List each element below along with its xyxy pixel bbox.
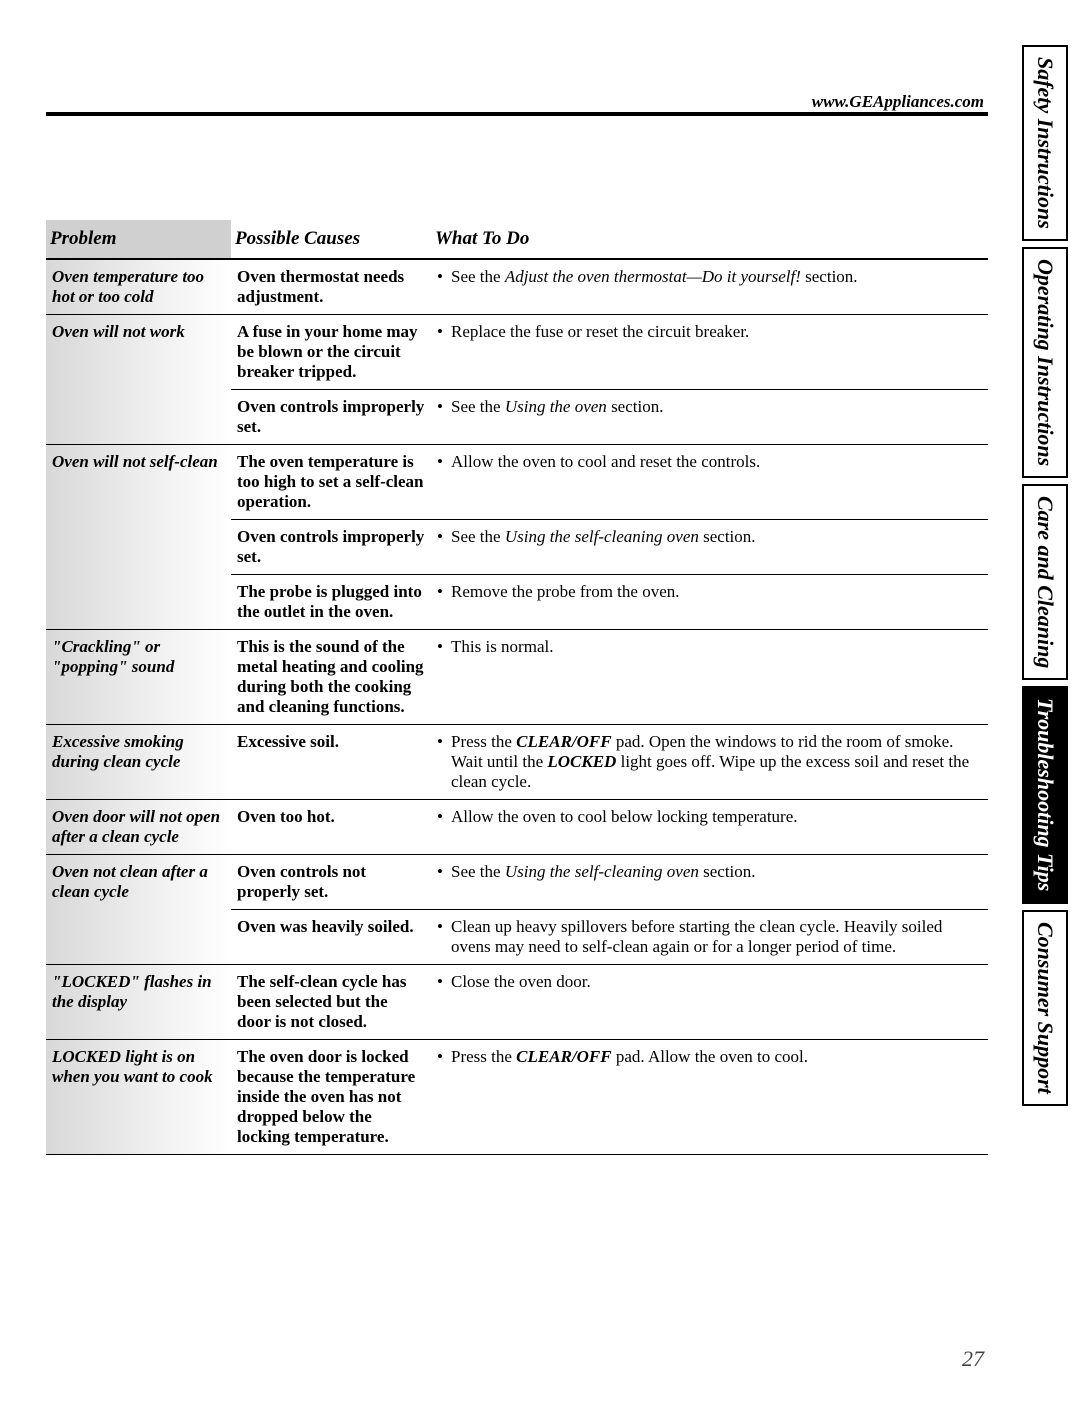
table-row: LOCKED light is on when you want to cook… <box>46 1040 988 1155</box>
table-row: "Crackling" or "popping" soundThis is th… <box>46 630 988 725</box>
todo-cell: See the Using the self-cleaning oven sec… <box>431 520 988 575</box>
problem-cell: "LOCKED" flashes in the display <box>46 965 231 1040</box>
side-tab[interactable]: Troubleshooting Tips <box>1022 686 1068 903</box>
side-navigation-tabs: Safety Instructions Operating Instruction… <box>1022 45 1068 1106</box>
cause-cell: The oven temperature is too high to set … <box>231 445 431 520</box>
cause-cell: Oven was heavily soiled. <box>231 910 431 965</box>
cause-cell: The oven door is locked because the temp… <box>231 1040 431 1155</box>
table-row: Oven will not self-cleanThe oven tempera… <box>46 445 988 520</box>
troubleshooting-content: Problem Possible Causes What To Do Oven … <box>46 220 988 1155</box>
todo-cell: Remove the probe from the oven. <box>431 575 988 630</box>
problem-cell: Oven door will not open after a clean cy… <box>46 800 231 855</box>
table-row: "LOCKED" flashes in the displayThe self-… <box>46 965 988 1040</box>
page-number: 27 <box>962 1346 984 1372</box>
todo-cell: Close the oven door. <box>431 965 988 1040</box>
table-row: Oven not clean after a clean cycleOven c… <box>46 855 988 910</box>
problem-cell: Oven will not self-clean <box>46 445 231 630</box>
cause-cell: A fuse in your home may be blown or the … <box>231 315 431 390</box>
todo-cell: This is normal. <box>431 630 988 725</box>
horizontal-rule <box>46 112 988 116</box>
todo-cell: See the Using the self-cleaning oven sec… <box>431 855 988 910</box>
problem-cell: Oven not clean after a clean cycle <box>46 855 231 965</box>
header-problem: Problem <box>46 220 231 259</box>
todo-cell: Allow the oven to cool below locking tem… <box>431 800 988 855</box>
table-row: Oven temperature too hot or too coldOven… <box>46 259 988 315</box>
problem-cell: Excessive smoking during clean cycle <box>46 725 231 800</box>
cause-cell: The probe is plugged into the outlet in … <box>231 575 431 630</box>
website-url: www.GEAppliances.com <box>812 92 984 112</box>
todo-cell: Clean up heavy spillovers before startin… <box>431 910 988 965</box>
table-row: Oven door will not open after a clean cy… <box>46 800 988 855</box>
problem-cell: "Crackling" or "popping" sound <box>46 630 231 725</box>
side-tab[interactable]: Consumer Support <box>1022 910 1068 1106</box>
cause-cell: This is the sound of the metal heating a… <box>231 630 431 725</box>
side-tab[interactable]: Operating Instructions <box>1022 247 1068 478</box>
table-row: Excessive smoking during clean cycleExce… <box>46 725 988 800</box>
todo-cell: See the Adjust the oven thermostat—Do it… <box>431 259 988 315</box>
cause-cell: The self-clean cycle has been selected b… <box>231 965 431 1040</box>
header-todo: What To Do <box>431 220 988 259</box>
todo-cell: Press the CLEAR/OFF pad. Open the window… <box>431 725 988 800</box>
cause-cell: Oven thermostat needs adjustment. <box>231 259 431 315</box>
cause-cell: Oven controls not properly set. <box>231 855 431 910</box>
todo-cell: Press the CLEAR/OFF pad. Allow the oven … <box>431 1040 988 1155</box>
todo-cell: Allow the oven to cool and reset the con… <box>431 445 988 520</box>
header-causes: Possible Causes <box>231 220 431 259</box>
table-row: Oven will not workA fuse in your home ma… <box>46 315 988 390</box>
problem-cell: Oven will not work <box>46 315 231 445</box>
todo-cell: See the Using the oven section. <box>431 390 988 445</box>
problem-cell: Oven temperature too hot or too cold <box>46 259 231 315</box>
problem-cell: LOCKED light is on when you want to cook <box>46 1040 231 1155</box>
side-tab[interactable]: Safety Instructions <box>1022 45 1068 241</box>
cause-cell: Oven controls improperly set. <box>231 390 431 445</box>
cause-cell: Oven controls improperly set. <box>231 520 431 575</box>
cause-cell: Oven too hot. <box>231 800 431 855</box>
troubleshooting-table: Problem Possible Causes What To Do Oven … <box>46 220 988 1155</box>
todo-cell: Replace the fuse or reset the circuit br… <box>431 315 988 390</box>
cause-cell: Excessive soil. <box>231 725 431 800</box>
side-tab[interactable]: Care and Cleaning <box>1022 484 1068 680</box>
